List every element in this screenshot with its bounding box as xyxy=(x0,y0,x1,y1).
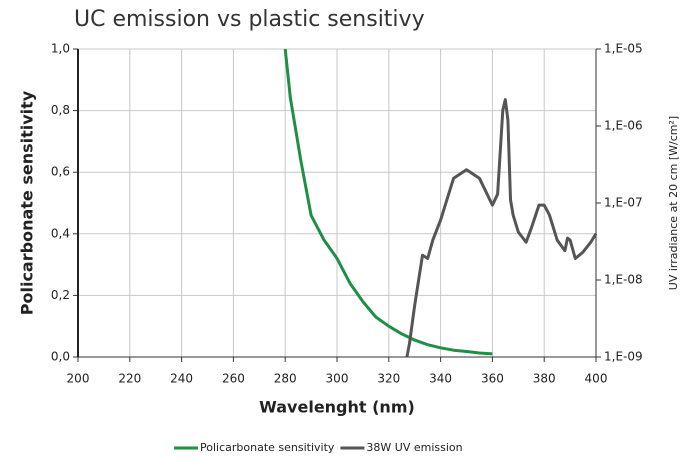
y-tick-label: 0,2 xyxy=(51,288,70,302)
x-tick-label: 340 xyxy=(429,372,452,386)
series-line xyxy=(405,98,598,358)
legend-label: 38W UV emission xyxy=(366,441,462,454)
y2-tick-label: 1,E-09 xyxy=(604,350,643,364)
x-tick-label: 200 xyxy=(67,372,90,386)
y-axis-label: Policarbonate sensitivity xyxy=(18,90,37,315)
y-tick-label: 1,0 xyxy=(51,42,70,56)
x-tick-label: 280 xyxy=(274,372,297,386)
y-tick-label: 0,0 xyxy=(51,350,70,364)
y2-tick-label: 1,E-07 xyxy=(604,196,643,210)
y-tick-label: 0,4 xyxy=(51,226,70,240)
x-tick-label: 300 xyxy=(326,372,349,386)
x-axis-label: Wavelenght (nm) xyxy=(259,398,415,417)
legend-label: Policarbonate sensitivity xyxy=(200,441,335,454)
x-tick-label: 220 xyxy=(118,372,141,386)
x-tick-label: 380 xyxy=(533,372,556,386)
x-tick-label: 400 xyxy=(585,372,608,386)
y-tick-label: 0,6 xyxy=(51,165,70,179)
y-tick-label: 0,8 xyxy=(51,103,70,117)
chart-title: UC emission vs plastic sensitivy xyxy=(74,7,425,32)
y2-tick-label: 1,E-08 xyxy=(604,273,643,287)
x-tick-label: 240 xyxy=(170,372,193,386)
y2-axis-label: UV irradiance at 20 cm [W/cm²] xyxy=(667,116,680,290)
series-line xyxy=(283,48,493,356)
y2-tick-label: 1,E-06 xyxy=(604,119,643,133)
x-tick-label: 360 xyxy=(481,372,504,386)
x-tick-label: 260 xyxy=(222,372,245,386)
y2-tick-label: 1,E-05 xyxy=(604,42,643,56)
x-tick-label: 320 xyxy=(377,372,400,386)
